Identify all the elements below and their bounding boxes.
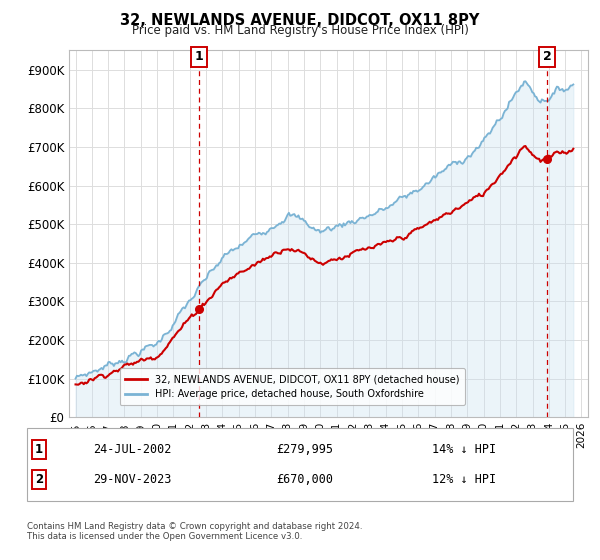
Text: Price paid vs. HM Land Registry's House Price Index (HPI): Price paid vs. HM Land Registry's House … <box>131 24 469 36</box>
Text: 1: 1 <box>35 442 43 456</box>
Legend: 32, NEWLANDS AVENUE, DIDCOT, OX11 8PY (detached house), HPI: Average price, deta: 32, NEWLANDS AVENUE, DIDCOT, OX11 8PY (d… <box>119 368 465 405</box>
Text: 2: 2 <box>35 473 43 487</box>
Text: 32, NEWLANDS AVENUE, DIDCOT, OX11 8PY: 32, NEWLANDS AVENUE, DIDCOT, OX11 8PY <box>121 13 479 28</box>
Text: 1: 1 <box>194 50 203 63</box>
Text: 29-NOV-2023: 29-NOV-2023 <box>93 473 172 487</box>
Text: £670,000: £670,000 <box>276 473 333 487</box>
Text: 12% ↓ HPI: 12% ↓ HPI <box>432 473 496 487</box>
Text: £279,995: £279,995 <box>276 442 333 456</box>
Text: 24-JUL-2002: 24-JUL-2002 <box>93 442 172 456</box>
Text: Contains HM Land Registry data © Crown copyright and database right 2024.
This d: Contains HM Land Registry data © Crown c… <box>27 522 362 542</box>
Text: 14% ↓ HPI: 14% ↓ HPI <box>432 442 496 456</box>
Text: 2: 2 <box>543 50 552 63</box>
